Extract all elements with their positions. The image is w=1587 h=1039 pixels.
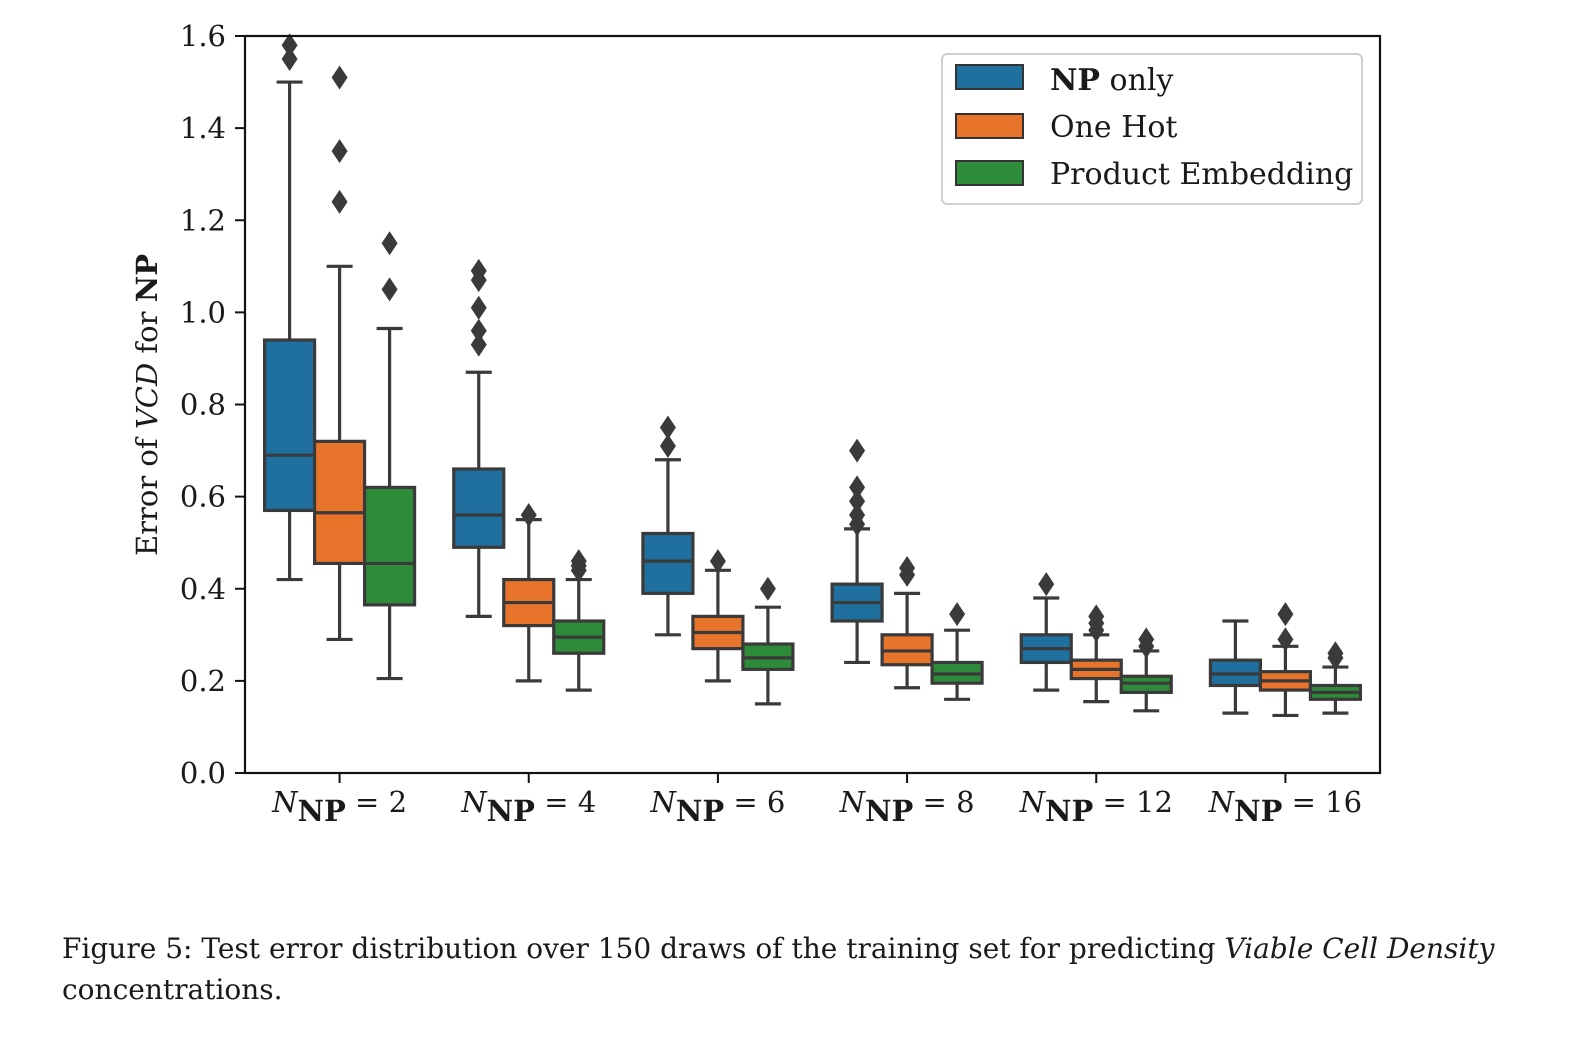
y-tick-label-1: 0.2 bbox=[180, 664, 226, 698]
outlier-marker bbox=[759, 576, 776, 601]
box-s0-c5 bbox=[1208, 619, 1263, 715]
legend-label-product-embedding: Product Embedding bbox=[1050, 157, 1353, 192]
outlier-marker bbox=[849, 503, 866, 528]
outlier-marker bbox=[659, 415, 676, 440]
outlier-marker bbox=[1088, 604, 1105, 629]
box-body bbox=[362, 485, 417, 607]
outlier-marker bbox=[849, 489, 866, 514]
y-tick-label-2: 0.4 bbox=[180, 572, 226, 606]
plot-layer: 0.0 0.2 0.4 0.6 0.8 1.0 1.2 1.4 1.6 NNP = 2 NNP = … bbox=[180, 19, 1362, 828]
outlier-marker bbox=[709, 549, 726, 574]
box-s1-c2 bbox=[691, 549, 745, 683]
y-tick-label-3: 0.6 bbox=[180, 480, 226, 514]
caption-lead: Figure 5: Test error distribution over 1… bbox=[62, 932, 1225, 965]
outlier-marker bbox=[899, 556, 916, 581]
outlier-marker bbox=[381, 277, 398, 302]
box-s2-c5 bbox=[1308, 641, 1363, 715]
legend: NP only One Hot Product Embedding bbox=[941, 53, 1363, 205]
legend-swatch-np-only bbox=[955, 64, 1024, 90]
box-s2-c2 bbox=[741, 576, 795, 706]
outlier-marker bbox=[470, 318, 487, 343]
outlier-marker bbox=[331, 189, 348, 214]
outlier-marker bbox=[1327, 641, 1344, 666]
box-s1-c3 bbox=[880, 556, 934, 690]
box-s2-c3 bbox=[930, 602, 984, 701]
outlier-marker bbox=[331, 139, 348, 164]
box-s0-c4 bbox=[1019, 572, 1073, 692]
outlier-marker bbox=[281, 33, 298, 58]
outlier-marker bbox=[1138, 627, 1155, 652]
box-s1-c4 bbox=[1069, 604, 1123, 704]
outlier-marker bbox=[381, 231, 398, 256]
caption-italic: Viable Cell Density bbox=[1224, 932, 1495, 965]
x-tick-label-4: NNP = 12 bbox=[1019, 785, 1173, 828]
box-s1-c5 bbox=[1258, 602, 1313, 718]
y-axis-label: Error of VCD for NP bbox=[130, 254, 164, 556]
x-tick-label-2: NNP = 6 bbox=[649, 785, 785, 828]
legend-label-one-hot: One Hot bbox=[1050, 110, 1178, 145]
box-s0-c1 bbox=[452, 258, 506, 618]
outlier-marker bbox=[470, 332, 487, 357]
outlier-marker bbox=[281, 47, 298, 72]
box-s0-c0 bbox=[262, 33, 317, 582]
figure-caption: Figure 5: Test error distribution over 1… bbox=[62, 928, 1552, 1010]
y-tick-label-0: 0.0 bbox=[180, 756, 226, 790]
box-s2-c0 bbox=[362, 231, 417, 681]
legend-label-np-only: NP only bbox=[1050, 63, 1173, 98]
box-s2-c1 bbox=[552, 549, 606, 692]
y-tick-label-5: 1.0 bbox=[180, 295, 226, 329]
x-tick-label-5: NNP = 16 bbox=[1208, 785, 1362, 828]
x-tick-label-0: NNP = 2 bbox=[271, 785, 407, 828]
y-tick-label-7: 1.4 bbox=[180, 111, 226, 145]
outlier-marker bbox=[1277, 602, 1294, 627]
outlier-marker bbox=[331, 65, 348, 90]
outlier-marker bbox=[849, 475, 866, 500]
legend-swatch-one-hot bbox=[955, 113, 1024, 139]
outlier-marker bbox=[470, 258, 487, 283]
outlier-marker bbox=[1277, 627, 1294, 652]
box-body bbox=[452, 467, 506, 549]
y-tick-label-6: 1.2 bbox=[180, 203, 226, 237]
outlier-marker bbox=[659, 433, 676, 458]
plot-frame bbox=[243, 34, 1382, 775]
outlier-marker bbox=[470, 295, 487, 320]
y-tick-label-4: 0.8 bbox=[180, 388, 226, 422]
y-tick-label-8: 1.6 bbox=[180, 19, 226, 53]
box-body bbox=[641, 531, 695, 595]
legend-frame bbox=[941, 53, 1363, 205]
box-s1-c1 bbox=[502, 503, 556, 683]
outlier-marker bbox=[1038, 572, 1055, 597]
x-tick-label-1: NNP = 4 bbox=[460, 785, 596, 828]
boxplot-figure: 0.0 0.2 0.4 0.6 0.8 1.0 1.2 1.4 1.6 NNP = 2 NNP = … bbox=[130, 19, 1382, 828]
outlier-marker bbox=[849, 438, 866, 463]
outlier-marker bbox=[570, 549, 587, 574]
caption-tail: concentrations. bbox=[62, 973, 283, 1006]
legend-swatch-product-embedding bbox=[955, 160, 1024, 186]
box-s2-c4 bbox=[1119, 627, 1173, 713]
x-tick-label-3: NNP = 8 bbox=[839, 785, 975, 828]
box-s0-c3 bbox=[830, 438, 884, 665]
box-body bbox=[262, 338, 317, 513]
box-s0-c2 bbox=[641, 415, 695, 637]
outlier-marker bbox=[949, 602, 966, 627]
box-s1-c0 bbox=[312, 65, 367, 642]
outlier-marker bbox=[520, 503, 537, 528]
box-body bbox=[312, 439, 367, 566]
